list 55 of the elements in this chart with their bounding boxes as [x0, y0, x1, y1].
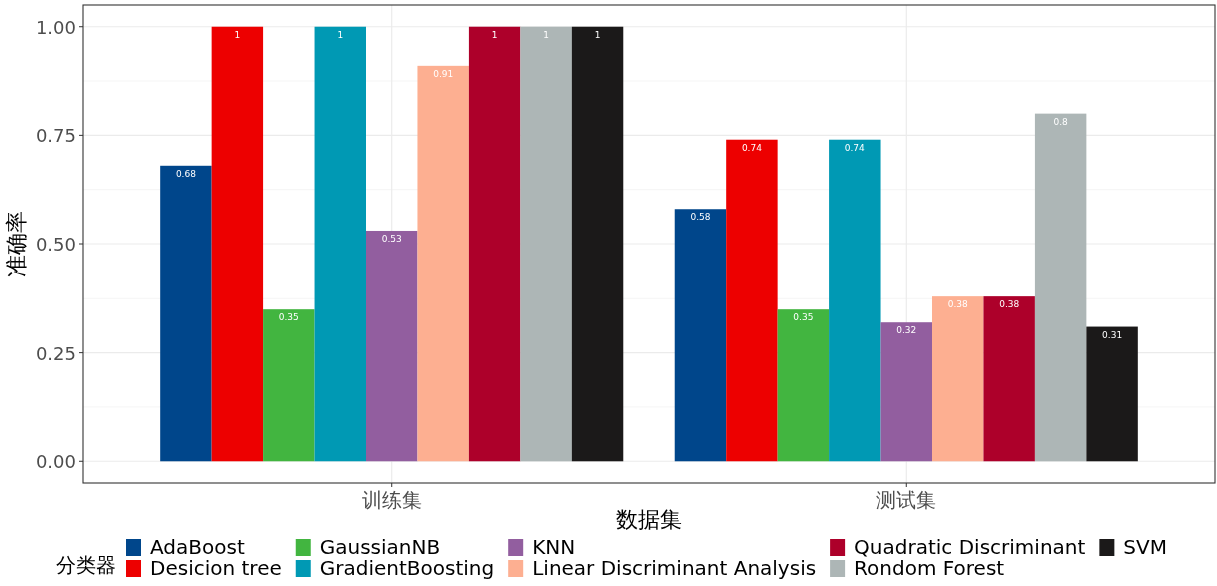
legend-label: Desicion tree	[150, 556, 282, 580]
legend-label: GaussianNB	[319, 535, 441, 559]
y-tick-label: 0.50	[35, 234, 76, 255]
x-axis-title: 数据集	[616, 507, 682, 532]
data-label: 1	[594, 29, 601, 40]
x-tick-label: 训练集	[361, 488, 422, 512]
bar	[366, 230, 418, 462]
legend-label: GradientBoosting	[319, 556, 495, 580]
legend-label: Quadratic Discriminant	[854, 535, 1086, 559]
bar	[932, 296, 984, 462]
y-tick-label: 1.00	[35, 16, 76, 38]
y-axis-title: 准确率	[4, 211, 29, 277]
bar	[726, 139, 778, 462]
x-tick-label: 测试集	[876, 488, 937, 512]
data-label: 0.32	[896, 325, 917, 336]
bar	[983, 296, 1035, 462]
data-label: 1	[543, 29, 549, 40]
legend-label: SVM	[1123, 535, 1167, 559]
data-label: 0.74	[844, 142, 866, 153]
data-label: 0.35	[278, 312, 299, 323]
y-tick-label: 0.75	[35, 125, 76, 147]
bar	[880, 322, 932, 462]
bar	[520, 26, 572, 462]
legend-label: AdaBoost	[150, 535, 245, 559]
data-label: 0.91	[433, 68, 454, 79]
data-label: 0.8	[1053, 116, 1069, 127]
y-tick-label: 0.00	[35, 451, 76, 473]
data-label: 0.58	[690, 212, 711, 223]
data-label: 0.31	[1102, 329, 1123, 340]
y-tick-label: 0.25	[35, 342, 76, 364]
legend-label: KNN	[532, 535, 576, 559]
legend-title: 分类器	[56, 553, 116, 577]
data-label: 0.35	[793, 312, 814, 323]
data-label: 0.68	[175, 168, 197, 179]
bar	[314, 26, 366, 462]
data-label: 1	[234, 29, 241, 40]
legend-label: Linear Discriminant Analysis	[532, 556, 817, 580]
bar	[263, 309, 315, 462]
data-label: 0.38	[947, 299, 969, 310]
bar	[571, 26, 624, 462]
bar	[1086, 326, 1138, 462]
bar	[829, 139, 881, 462]
data-label: 0.53	[381, 233, 402, 244]
bar	[777, 309, 830, 462]
data-label: 1	[491, 29, 498, 40]
bar	[468, 26, 521, 462]
legend-label: Rondom Forest	[854, 556, 1005, 580]
data-label: 0.74	[741, 142, 763, 153]
bar	[1034, 113, 1087, 462]
bar	[160, 165, 212, 462]
bar	[417, 65, 469, 462]
data-label: 1	[337, 29, 344, 40]
bar	[211, 26, 264, 462]
bar	[674, 209, 727, 462]
data-label: 0.38	[999, 299, 1020, 310]
